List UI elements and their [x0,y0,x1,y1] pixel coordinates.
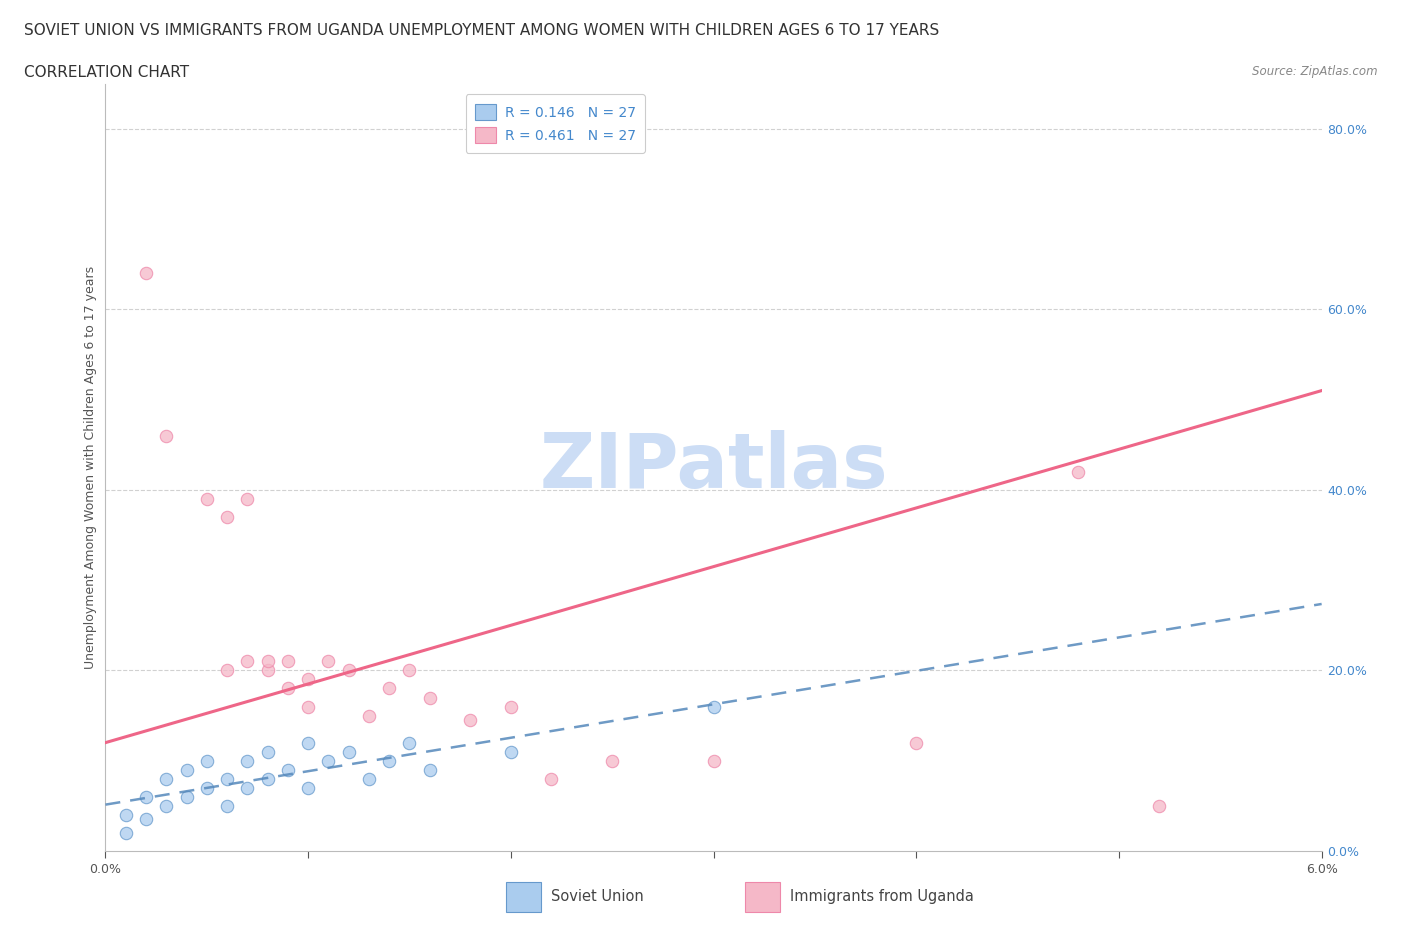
Text: SOVIET UNION VS IMMIGRANTS FROM UGANDA UNEMPLOYMENT AMONG WOMEN WITH CHILDREN AG: SOVIET UNION VS IMMIGRANTS FROM UGANDA U… [24,23,939,38]
Point [600,753,623,768]
Point [318,753,340,768]
Point [256,663,278,678]
Point [357,771,380,786]
Point [217,798,239,813]
Text: Immigrants from Uganda: Immigrants from Uganda [790,889,974,904]
FancyBboxPatch shape [745,882,780,911]
Point [114,807,136,822]
Point [217,771,239,786]
Point [155,798,177,813]
Point [176,790,198,804]
Point [195,491,218,506]
Text: Source: ZipAtlas.com: Source: ZipAtlas.com [1253,65,1378,78]
Point [236,654,259,669]
Point [256,744,278,759]
Text: ZIPatlas: ZIPatlas [540,431,887,504]
Point [135,812,157,827]
Point [297,699,319,714]
Point [236,780,259,795]
Point [236,491,259,506]
Legend: R = 0.146   N = 27, R = 0.461   N = 27: R = 0.146 N = 27, R = 0.461 N = 27 [465,95,645,153]
Point [256,654,278,669]
Point [297,780,319,795]
Point [114,826,136,841]
Point [236,753,259,768]
Point [1149,798,1171,813]
Point [155,771,177,786]
Text: Soviet Union: Soviet Union [551,889,644,904]
Point [499,699,522,714]
Point [318,654,340,669]
Text: CORRELATION CHART: CORRELATION CHART [24,65,188,80]
Point [419,690,441,705]
Point [1067,464,1090,479]
Point [499,744,522,759]
Point [905,736,928,751]
Point [702,753,725,768]
Point [378,753,401,768]
Point [458,712,481,727]
Point [256,771,278,786]
Point [217,510,239,525]
Point [195,753,218,768]
Point [135,790,157,804]
Point [297,672,319,687]
Point [337,744,360,759]
Point [357,708,380,723]
Point [195,780,218,795]
Point [297,736,319,751]
Point [540,771,562,786]
Point [398,736,420,751]
Point [378,681,401,696]
Point [176,763,198,777]
Point [337,663,360,678]
Point [155,429,177,444]
Point [277,654,299,669]
Point [277,681,299,696]
Point [419,763,441,777]
Point [277,763,299,777]
Point [217,663,239,678]
Point [398,663,420,678]
Point [702,699,725,714]
FancyBboxPatch shape [506,882,541,911]
Y-axis label: Unemployment Among Women with Children Ages 6 to 17 years: Unemployment Among Women with Children A… [84,266,97,669]
Point [135,266,157,281]
